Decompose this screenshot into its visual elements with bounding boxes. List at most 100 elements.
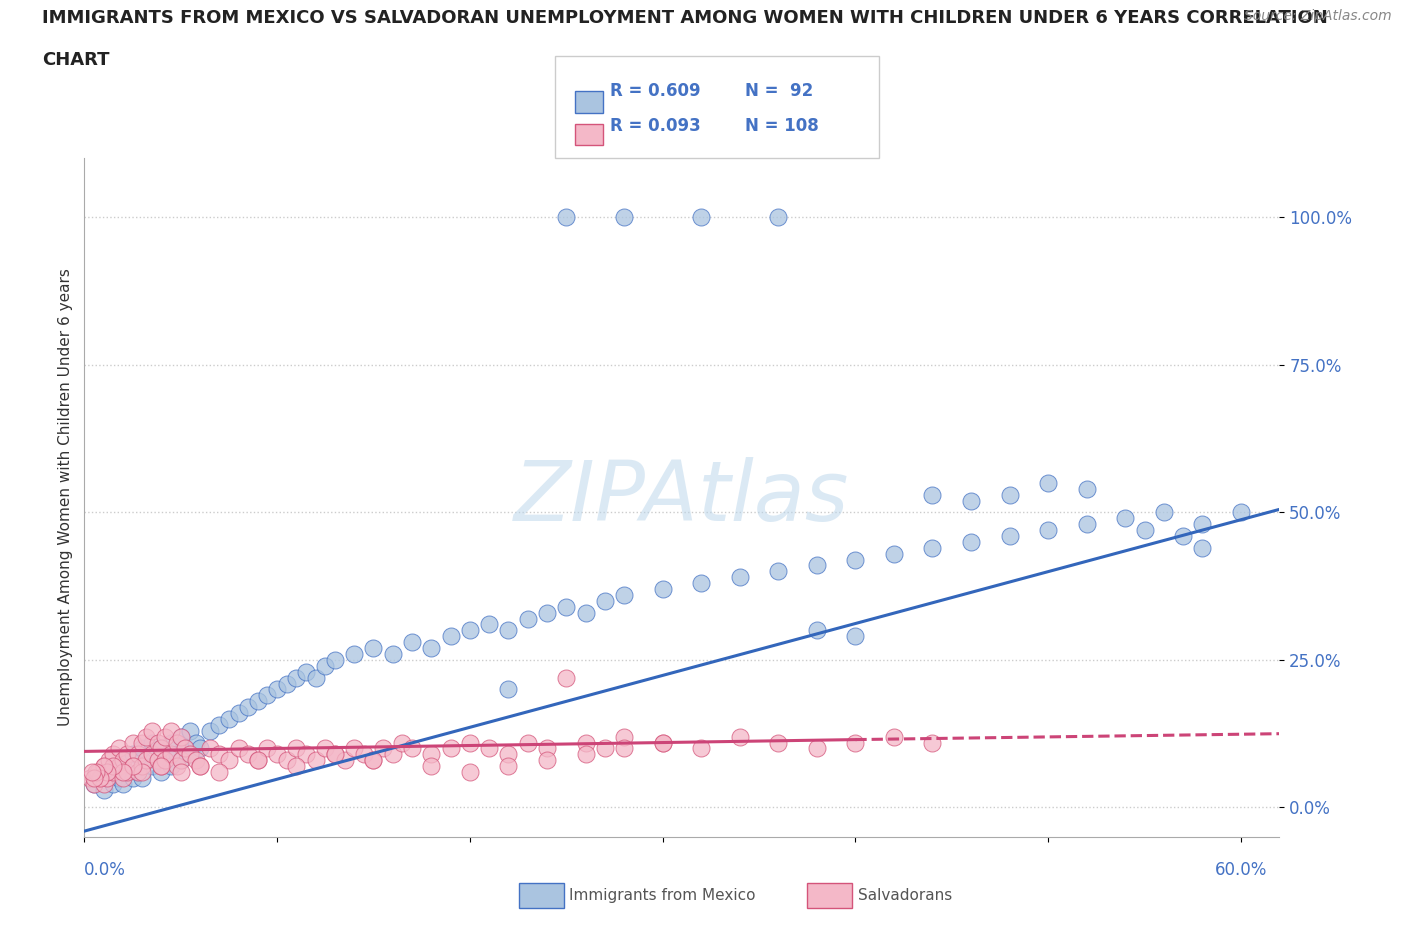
Point <box>121 771 143 786</box>
Point <box>121 759 143 774</box>
Point <box>371 741 394 756</box>
Point <box>173 741 195 756</box>
Point <box>160 747 183 762</box>
Text: N =  92: N = 92 <box>745 82 814 100</box>
Text: 60.0%: 60.0% <box>1215 860 1267 879</box>
Point <box>246 694 269 709</box>
Point <box>103 777 125 791</box>
Point <box>1230 505 1253 520</box>
Point <box>266 682 288 697</box>
Point <box>93 777 115 791</box>
Point <box>83 777 105 791</box>
Point <box>208 747 231 762</box>
Point <box>498 759 520 774</box>
Point <box>1171 528 1194 543</box>
Point <box>285 759 308 774</box>
Point <box>141 747 163 762</box>
Point <box>1076 481 1098 496</box>
Point <box>806 558 828 573</box>
Point <box>179 747 201 762</box>
Point <box>1036 523 1059 538</box>
Point <box>651 581 673 596</box>
Point <box>141 759 163 774</box>
Point <box>343 646 366 661</box>
Point <box>89 771 111 786</box>
Point <box>218 752 240 767</box>
Point <box>188 741 211 756</box>
Point <box>208 717 231 732</box>
Text: R = 0.609: R = 0.609 <box>610 82 700 100</box>
Point <box>115 764 138 779</box>
Point <box>285 671 308 685</box>
Point <box>690 209 713 224</box>
Point <box>111 771 134 786</box>
Point <box>593 741 616 756</box>
Point <box>238 699 260 714</box>
Point <box>323 653 346 668</box>
Text: 0.0%: 0.0% <box>84 860 127 879</box>
Point <box>83 771 105 786</box>
Point <box>960 493 983 508</box>
Point <box>179 747 201 762</box>
Point <box>458 735 481 750</box>
Point <box>323 747 346 762</box>
Point <box>593 593 616 608</box>
Point <box>363 752 385 767</box>
Point <box>79 771 101 786</box>
Point <box>478 741 501 756</box>
Point <box>401 741 423 756</box>
Point <box>314 741 336 756</box>
Point <box>516 735 538 750</box>
Point <box>806 623 828 638</box>
Point <box>768 564 790 578</box>
Point <box>555 671 578 685</box>
Point <box>198 741 221 756</box>
Point <box>166 747 188 762</box>
Point <box>1076 517 1098 532</box>
Point <box>266 747 288 762</box>
Point <box>83 777 105 791</box>
Point <box>121 747 143 762</box>
Point <box>108 741 131 756</box>
Y-axis label: Unemployment Among Women with Children Under 6 years: Unemployment Among Women with Children U… <box>58 269 73 726</box>
Point <box>844 629 866 644</box>
Point <box>420 759 443 774</box>
Point <box>574 735 596 750</box>
Point <box>186 735 208 750</box>
Text: Source: ZipAtlas.com: Source: ZipAtlas.com <box>1244 9 1392 23</box>
Point <box>170 764 193 779</box>
Point <box>363 641 385 656</box>
Point <box>246 752 269 767</box>
Point <box>728 570 751 585</box>
Point <box>555 209 578 224</box>
Point <box>238 747 260 762</box>
Point <box>89 771 111 786</box>
Point <box>198 724 221 738</box>
Point <box>146 752 169 767</box>
Point <box>127 764 149 779</box>
Point <box>960 535 983 550</box>
Point <box>121 759 143 774</box>
Point <box>131 771 153 786</box>
Point <box>160 759 183 774</box>
Point <box>218 711 240 726</box>
Point <box>228 741 250 756</box>
Point <box>93 782 115 797</box>
Point <box>439 741 461 756</box>
Point <box>401 635 423 650</box>
Text: Immigrants from Mexico: Immigrants from Mexico <box>569 888 756 903</box>
Text: CHART: CHART <box>42 51 110 69</box>
Point <box>651 735 673 750</box>
Text: R = 0.093: R = 0.093 <box>610 116 702 135</box>
Point <box>179 724 201 738</box>
Point <box>186 752 208 767</box>
Point <box>613 209 636 224</box>
Point <box>574 605 596 620</box>
Point <box>536 752 558 767</box>
Point <box>613 588 636 603</box>
Point <box>439 629 461 644</box>
Point <box>166 759 188 774</box>
Point <box>127 764 149 779</box>
Point <box>498 747 520 762</box>
Point <box>208 764 231 779</box>
